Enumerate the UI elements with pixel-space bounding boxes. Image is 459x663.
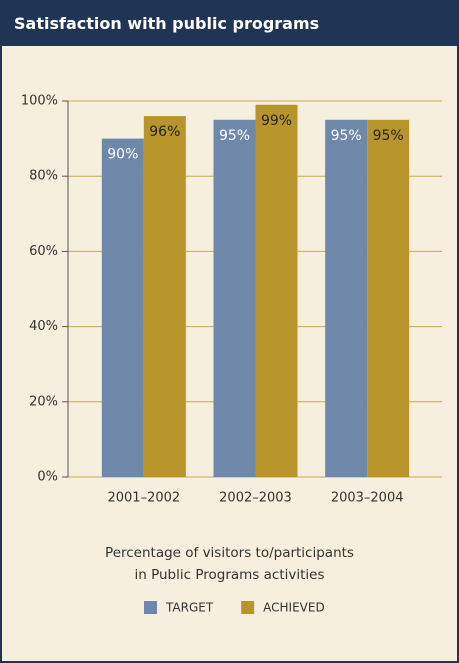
y-tick-label: 80% <box>29 169 58 184</box>
y-tick-label: 100% <box>21 94 58 109</box>
legend-swatch <box>241 601 255 614</box>
chart-title: Satisfaction with public programs <box>2 2 457 46</box>
value-label: 96% <box>149 124 180 140</box>
value-label: 95% <box>331 128 362 144</box>
bar <box>367 119 410 478</box>
y-tick-label: 60% <box>29 244 58 259</box>
legend-swatch <box>144 601 157 614</box>
value-label: 95% <box>219 128 250 144</box>
value-label: 99% <box>261 113 292 129</box>
x-axis-label: Percentage of visitors to/participants i… <box>105 545 354 583</box>
bar <box>213 119 256 478</box>
x-tick-label: 2003–2004 <box>331 491 404 506</box>
y-tick-label: 40% <box>29 319 58 334</box>
y-tick-label: 20% <box>29 394 58 409</box>
value-label: 95% <box>373 128 404 144</box>
bar <box>101 138 144 477</box>
value-label: 90% <box>107 147 138 163</box>
legend-label: TARGET <box>165 601 214 615</box>
bar <box>325 119 368 478</box>
bar <box>143 116 186 477</box>
x-tick-label: 2002–2003 <box>219 491 292 506</box>
bar <box>255 104 298 477</box>
legend-label: ACHIEVED <box>263 601 325 615</box>
x-tick-label: 2001–2002 <box>107 491 180 506</box>
y-tick-label: 0% <box>37 470 58 485</box>
